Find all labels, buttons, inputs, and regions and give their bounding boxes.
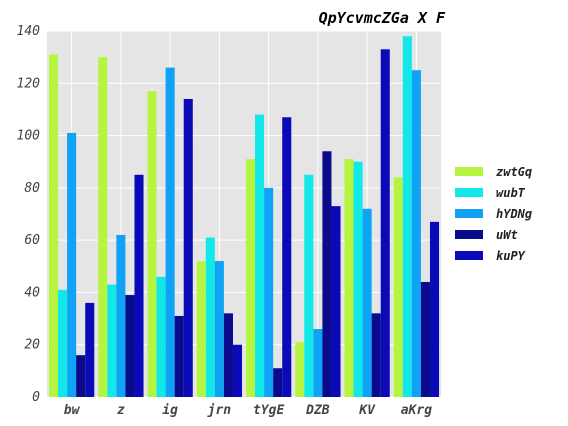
legend-swatch-hYDNg [455,209,483,218]
bar-hYDNg-aKrg [411,70,421,397]
legend-label-hYDNg: hYDNg [496,207,532,221]
y-tick-label: 0 [32,390,40,405]
y-tick-label: 120 [17,76,41,91]
x-tick-label: bw [64,403,81,418]
bar-kuPY-aKrg [429,221,440,397]
bar-wubT-tYgE [255,114,265,398]
bar-hYDNg-jrn [214,261,224,397]
bar-hYDNg-DZB [313,329,323,397]
bar-uWt-aKrg [420,281,430,397]
x-tick-label: DZB [305,403,330,418]
bar-zwtGq-DZB [295,342,305,397]
bar-wubT-ig [156,276,166,397]
bar-zwtGq-jrn [196,261,206,397]
bar-hYDNg-ig [165,67,175,397]
y-tick-label: 40 [24,285,40,300]
bar-wubT-KV [353,161,363,397]
bar-kuPY-KV [380,49,390,398]
legend-swatch-kuPY [455,251,483,260]
bar-zwtGq-KV [344,159,354,397]
bar-zwtGq-tYgE [245,159,256,397]
x-tick-label: tYgE [253,403,284,418]
chart-title: QpYcvmcZGa X F [319,9,446,27]
bar-wubT-z [107,284,117,397]
bar-zwtGq-aKrg [393,177,403,397]
legend-label-zwtGq: zwtGq [496,165,532,179]
bar-hYDNg-KV [362,208,372,397]
bar-wubT-jrn [205,237,215,397]
y-tick-label: 60 [24,233,40,248]
bar-hYDNg-tYgE [264,187,274,397]
x-tick-label: jrn [207,403,232,418]
legend-swatch-uWt [455,230,483,239]
bar-hYDNg-z [116,234,126,397]
bar-wubT-DZB [304,174,314,397]
legend-swatch-wubT [455,188,483,197]
bar-zwtGq-z [98,57,108,398]
bar-uWt-jrn [223,313,233,397]
y-axis-ticks: 0 20 40 60 80 100 120 140 [17,24,41,405]
y-tick-label: 140 [17,24,41,39]
bar-uWt-z [125,295,135,397]
legend-swatch-zwtGq [455,167,483,176]
x-axis-ticks: bw z ig jrn tYgE DZB KV aKrg [64,403,432,418]
y-tick-label: 80 [24,181,40,196]
bars-group [48,36,440,398]
y-tick-label: 100 [17,129,41,144]
x-tick-label: aKrg [401,403,432,418]
bar-hYDNg-bw [67,132,77,397]
bar-uWt-KV [371,313,381,397]
bar-wubT-bw [58,289,68,397]
x-tick-label: KV [358,403,376,418]
legend: zwtGq wubT hYDNg uWt kuPY [455,165,532,263]
x-tick-label: ig [162,403,178,418]
y-tick-label: 20 [24,338,40,353]
bar-kuPY-DZB [331,206,341,397]
legend-label-wubT: wubT [496,186,526,200]
bar-zwtGq-ig [147,91,157,397]
bar-uWt-bw [76,355,86,397]
bar-zwtGq-bw [48,54,59,398]
bar-kuPY-z [134,174,144,397]
bar-kuPY-ig [183,98,193,397]
bar-kuPY-tYgE [282,117,292,398]
bar-uWt-DZB [322,151,332,397]
x-tick-label: z [117,403,125,418]
legend-label-kuPY: kuPY [496,249,526,263]
bar-uWt-ig [174,315,184,397]
bar-kuPY-bw [85,302,95,397]
bar-kuPY-jrn [232,344,243,397]
bar-uWt-tYgE [273,368,283,397]
bar-wubT-aKrg [402,36,412,397]
legend-label-uWt: uWt [496,228,518,242]
